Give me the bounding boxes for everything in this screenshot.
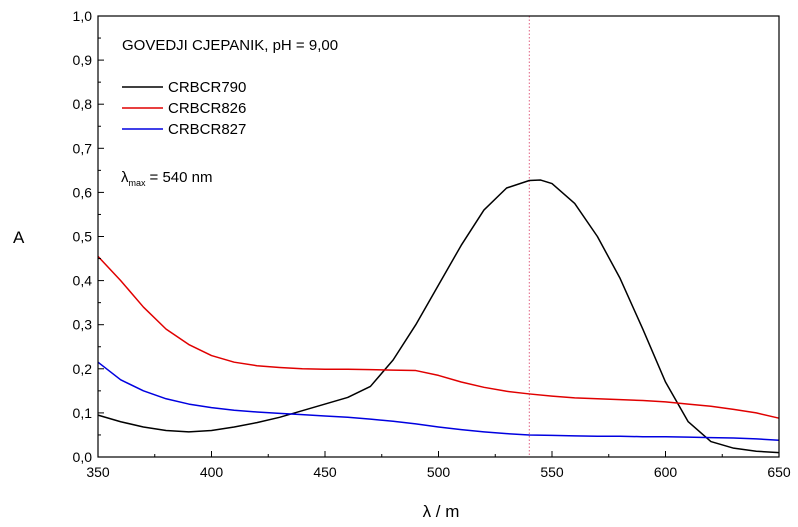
x-tick-label-650: 650 bbox=[767, 464, 791, 480]
lambda-max-subscript: max bbox=[129, 178, 147, 188]
series-line-crbcr826 bbox=[97, 255, 780, 419]
y-tick-label-0,5: 0,5 bbox=[73, 229, 93, 245]
lambda-max-value: = 540 nm bbox=[150, 169, 213, 186]
y-tick-label-0,1: 0,1 bbox=[73, 405, 93, 421]
x-tick-label-500: 500 bbox=[427, 464, 451, 480]
x-tick-label-550: 550 bbox=[540, 464, 564, 480]
y-tick-label-0,0: 0,0 bbox=[73, 449, 93, 465]
y-tick-label-0,3: 0,3 bbox=[73, 317, 93, 333]
x-axis-label: λ / m bbox=[423, 502, 460, 521]
series-line-crbcr790 bbox=[97, 179, 780, 454]
y-tick-label-0,8: 0,8 bbox=[73, 96, 93, 112]
y-tick-label-0,9: 0,9 bbox=[73, 52, 93, 68]
y-tick-label-0,4: 0,4 bbox=[73, 273, 93, 289]
annotation-title: GOVEDJI CJEPANIK, pH = 9,00 bbox=[122, 37, 338, 54]
y-tick-label-1,0: 1,0 bbox=[73, 8, 93, 24]
x-tick-label-600: 600 bbox=[654, 464, 678, 480]
y-axis-label: A bbox=[13, 228, 25, 247]
legend-label-crbcr790: CRBCR790 bbox=[168, 79, 246, 96]
x-tick-label-350: 350 bbox=[86, 464, 110, 480]
x-tick-label-450: 450 bbox=[313, 464, 337, 480]
legend-label-crbcr827: CRBCR827 bbox=[168, 121, 246, 138]
plot-layer: 350 400 450 500 550 600 650 0,0 0,1 0,2 0,3 0,4 0,5 0… bbox=[73, 8, 791, 480]
x-tick-label-400: 400 bbox=[200, 464, 224, 480]
legend-label-crbcr826: CRBCR826 bbox=[168, 100, 246, 117]
lambda-symbol: λ bbox=[121, 169, 129, 186]
legend: CRBCR790 CRBCR826 CRBCR827 bbox=[122, 79, 246, 138]
y-tick-label-0,2: 0,2 bbox=[73, 361, 93, 377]
lambda-max-label: λmax = 540 nm bbox=[121, 169, 212, 188]
y-tick-label-0,7: 0,7 bbox=[73, 140, 93, 156]
lambda-max-annotation: λmax = 540 nm bbox=[121, 169, 212, 188]
y-tick-label-0,6: 0,6 bbox=[73, 184, 93, 200]
series-line-crbcr827 bbox=[97, 361, 780, 441]
